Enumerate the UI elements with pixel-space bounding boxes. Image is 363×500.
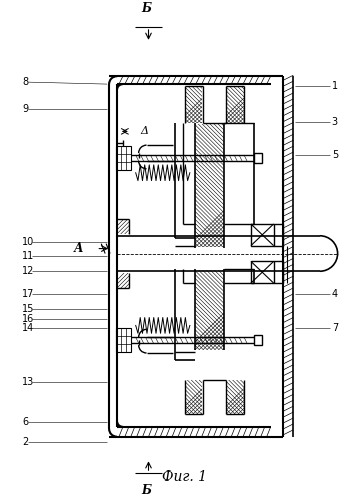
Text: 15: 15 <box>23 304 35 314</box>
Text: 16: 16 <box>23 314 35 324</box>
Bar <box>251 262 274 283</box>
Text: Б: Б <box>142 2 151 15</box>
Text: 2: 2 <box>23 436 29 446</box>
Text: 8: 8 <box>23 77 29 87</box>
Text: 4: 4 <box>332 289 338 299</box>
Text: 6: 6 <box>23 417 29 427</box>
Bar <box>116 146 131 170</box>
Text: 12: 12 <box>23 266 35 276</box>
Bar <box>254 336 262 345</box>
Bar <box>116 328 131 352</box>
Text: 13: 13 <box>23 376 35 386</box>
Text: 1: 1 <box>332 81 338 91</box>
Text: 9: 9 <box>23 104 29 114</box>
Bar <box>254 153 262 163</box>
Text: 10: 10 <box>23 236 35 246</box>
Text: Б: Б <box>142 484 151 497</box>
Text: Фиг. 1: Фиг. 1 <box>163 470 207 484</box>
Text: 11: 11 <box>23 252 35 262</box>
Text: А: А <box>74 242 83 255</box>
Bar <box>117 219 129 234</box>
Text: 14: 14 <box>23 324 35 334</box>
Text: 5: 5 <box>332 150 338 160</box>
Text: 3: 3 <box>332 116 338 126</box>
Bar <box>117 273 129 288</box>
Bar <box>251 224 274 246</box>
Text: 7: 7 <box>332 324 338 334</box>
Text: Δ: Δ <box>140 126 148 136</box>
Text: 17: 17 <box>23 289 35 299</box>
